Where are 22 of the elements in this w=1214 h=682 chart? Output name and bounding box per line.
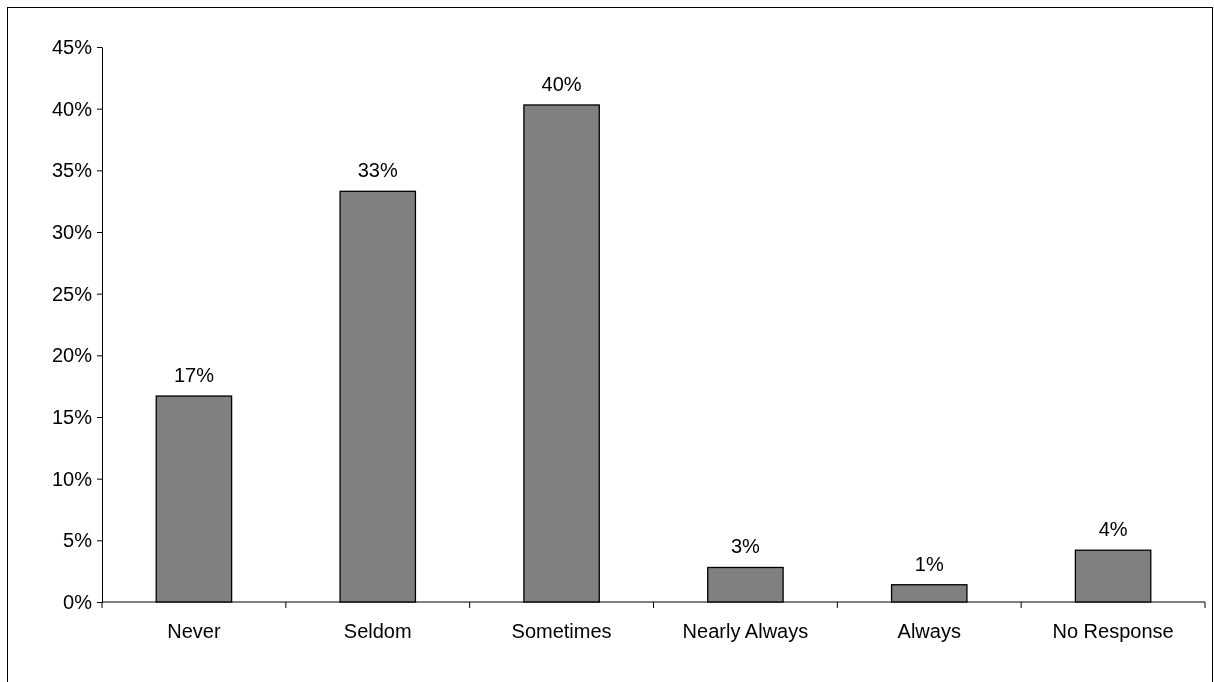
- y-tick-label: 30%: [51, 220, 93, 243]
- y-tick-label: 45%: [51, 35, 93, 58]
- data-label: 4%: [1098, 518, 1128, 541]
- y-tick-label: 15%: [51, 405, 93, 428]
- y-tick-label: 25%: [51, 282, 93, 305]
- y-tick-label: 5%: [63, 529, 93, 552]
- x-tick-label: Never: [167, 620, 221, 642]
- data-label: 40%: [541, 72, 582, 95]
- y-tick-label: 40%: [51, 97, 93, 120]
- data-label: 1%: [914, 552, 944, 575]
- x-tick-label: Nearly Always: [682, 620, 809, 642]
- data-label: 17%: [173, 364, 215, 387]
- x-tick-label: Always: [897, 620, 961, 642]
- x-tick-label: No Response: [1052, 620, 1174, 642]
- data-label: 33%: [357, 159, 398, 182]
- x-tick-label: Sometimes: [511, 620, 612, 642]
- data-label: 3%: [730, 535, 761, 558]
- x-tick-label: Seldom: [343, 620, 412, 642]
- y-tick-label: 20%: [51, 344, 93, 367]
- y-tick-label: 35%: [51, 159, 93, 182]
- y-tick-label: 0%: [63, 590, 93, 613]
- y-tick-label: 10%: [51, 467, 93, 490]
